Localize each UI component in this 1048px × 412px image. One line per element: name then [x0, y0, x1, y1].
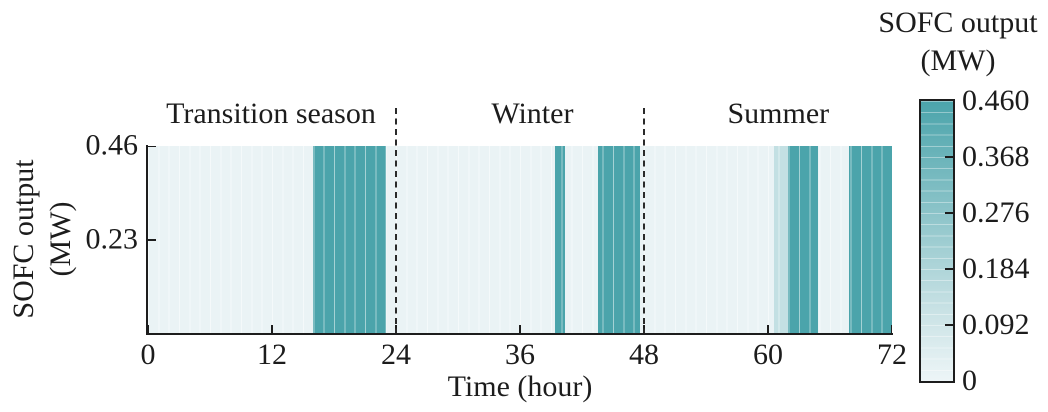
- season-label: Transition season: [166, 97, 376, 130]
- colorbar-title-line1: SOFC output: [878, 6, 1038, 39]
- y-tick-mark: [148, 238, 156, 241]
- colorbar-title-line2: (MW): [920, 44, 996, 77]
- x-tick-label: 60: [753, 338, 783, 371]
- x-axis-title: Time (hour): [447, 370, 593, 403]
- colorbar-tick-label: 0.368: [962, 140, 1030, 173]
- x-tick-mark: [767, 325, 769, 333]
- colorbar-stripes: [921, 101, 953, 381]
- hour-grid-lines: [148, 146, 892, 333]
- season-label: Summer: [727, 97, 830, 130]
- y-tick-label: 0.23: [85, 221, 139, 255]
- x-tick-mark: [519, 325, 521, 333]
- y-tick-mark: [148, 146, 156, 147]
- x-tick-mark: [891, 325, 892, 333]
- y-tick-label: 0.46: [85, 128, 139, 162]
- x-tick-label: 48: [629, 338, 659, 371]
- colorbar-tick-label: 0: [962, 364, 977, 397]
- season-divider-line: [395, 108, 397, 333]
- x-tick-label: 0: [140, 338, 156, 371]
- colorbar-tick-mark: [945, 156, 953, 158]
- y-axis-line: [146, 145, 148, 335]
- colorbar-title: SOFC output (MW): [878, 4, 1037, 80]
- season-divider-line: [643, 108, 645, 333]
- x-tick-label: 72: [877, 338, 907, 371]
- colorbar-tick-mark: [945, 324, 953, 326]
- x-tick-mark: [270, 325, 273, 333]
- x-tick-label: 12: [257, 338, 287, 371]
- x-tick-label: 24: [381, 338, 411, 371]
- colorbar-tick-label: 0.460: [962, 84, 1030, 117]
- season-label: Winter: [491, 97, 574, 130]
- plot-area: [148, 146, 892, 333]
- y-axis-title-line1: SOFC output: [7, 159, 40, 319]
- colorbar-tick-mark: [945, 268, 953, 270]
- x-tick-label: 36: [505, 338, 535, 371]
- colorbar-tick-label: 0.184: [962, 252, 1030, 285]
- colorbar-tick-label: 0.092: [962, 308, 1030, 341]
- x-tick-mark: [148, 325, 149, 333]
- colorbar-tick-label: 0.276: [962, 196, 1030, 229]
- x-axis-line: [146, 333, 893, 335]
- colorbar-tick-mark: [945, 212, 953, 214]
- colorbar: [919, 99, 955, 383]
